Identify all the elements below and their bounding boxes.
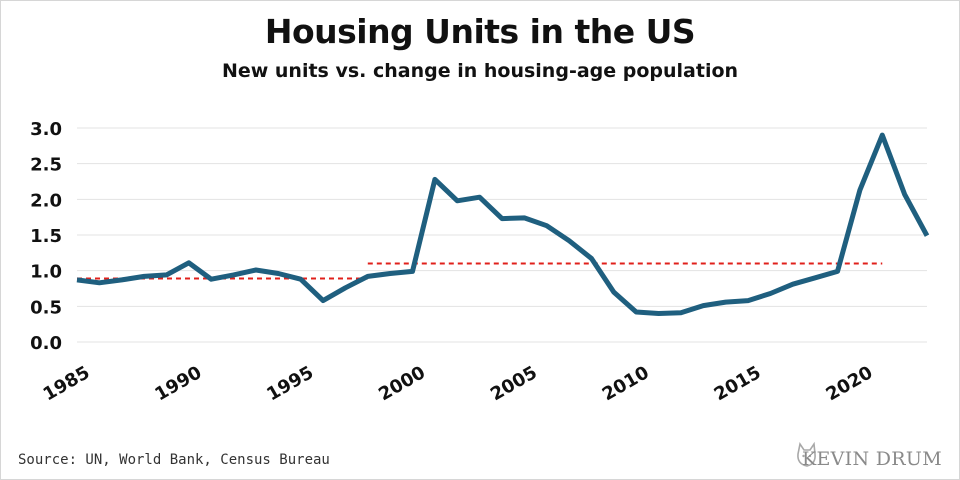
x-tick-label: 2020 <box>822 362 876 405</box>
x-tick-label: 2005 <box>487 362 541 405</box>
source-note: Source: UN, World Bank, Census Bureau <box>18 452 330 468</box>
x-axis-ticks: 1985 1990 1995 2000 2005 2010 2015 2020 <box>40 362 877 405</box>
author-logo: KEVIN DRUM <box>780 432 945 472</box>
x-tick-label: 2000 <box>375 362 429 405</box>
x-tick-label: 2010 <box>599 362 653 405</box>
x-tick-label: 1990 <box>151 362 205 405</box>
x-tick-label: 2015 <box>711 362 765 405</box>
series-line <box>76 132 930 316</box>
y-tick-label: 0.5 <box>30 297 62 318</box>
y-tick-label: 0.0 <box>30 333 62 354</box>
y-tick-label: 3.0 <box>30 119 62 140</box>
chart-subtitle: New units vs. change in housing-age popu… <box>221 60 739 82</box>
x-tick-label: 1985 <box>40 362 94 405</box>
y-axis-ticks: 0.0 0.5 1.0 1.5 2.0 2.5 3.0 <box>30 119 62 354</box>
x-tick-label: 1995 <box>263 362 317 405</box>
y-tick-label: 1.0 <box>30 262 62 283</box>
series-layer <box>76 132 930 316</box>
gridlines <box>77 127 927 343</box>
cat-icon <box>797 441 816 467</box>
y-tick-label: 2.5 <box>30 155 62 176</box>
logo-text: KEVIN DRUM <box>802 448 942 470</box>
y-tick-label: 2.0 <box>30 190 62 211</box>
y-tick-label: 1.5 <box>30 226 62 247</box>
chart-title: Housing Units in the US <box>264 12 696 51</box>
